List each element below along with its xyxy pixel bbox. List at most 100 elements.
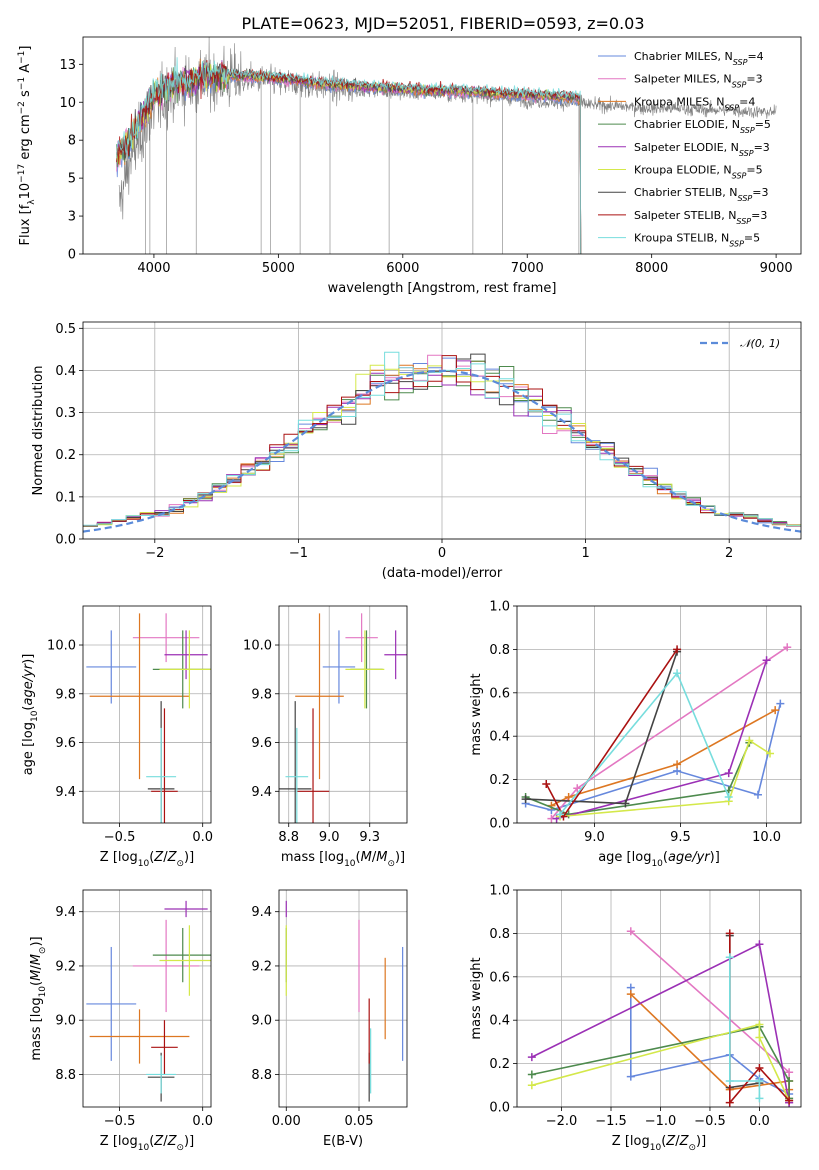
label-part: 10 bbox=[344, 859, 356, 869]
plot-area bbox=[521, 643, 792, 823]
weight-marker bbox=[724, 792, 733, 801]
label-part: 10 bbox=[30, 710, 40, 722]
weight-marker bbox=[626, 1072, 635, 1081]
y-tick-label: 0.2 bbox=[489, 773, 510, 788]
legend-entry: Chabrier ELODIE, NSSP=5 bbox=[634, 118, 771, 135]
axes-frame bbox=[516, 889, 802, 1108]
y-tick-label: 0.4 bbox=[489, 730, 510, 745]
label-part: Z [ bbox=[100, 1134, 118, 1149]
x-axis-label: mass [log10(M/M⊙)] bbox=[281, 850, 405, 869]
x-tick-label: 9.5 bbox=[670, 830, 691, 845]
y-tick-label: 3 bbox=[68, 210, 76, 225]
weight-marker bbox=[556, 810, 565, 819]
weight-marker bbox=[542, 779, 551, 788]
label-part: Z bbox=[167, 850, 178, 865]
label-part: SSP bbox=[740, 126, 755, 135]
weight-marker bbox=[755, 1063, 764, 1072]
panel-age_vs_Z: −0.5 0.09.49.69.810.0Z [log10(Z/Z⊙)]age [… bbox=[21, 605, 213, 869]
y-tick-label: 0.0 bbox=[489, 817, 510, 832]
plot-area bbox=[86, 613, 211, 823]
x-tick-label: 0 bbox=[438, 546, 446, 561]
x-tick-label: −1.0 bbox=[645, 1114, 677, 1129]
axes-frame bbox=[516, 605, 802, 824]
label-part: s bbox=[18, 90, 33, 101]
weight-line bbox=[729, 935, 760, 1089]
weight-marker bbox=[755, 1076, 764, 1085]
label-part: =4 bbox=[739, 95, 755, 108]
weight-marker bbox=[573, 784, 582, 793]
weight-marker bbox=[621, 799, 630, 808]
label-part: / bbox=[372, 850, 377, 865]
y-tick-label: 0.6 bbox=[489, 970, 510, 985]
weight-marker bbox=[725, 1098, 734, 1107]
y-tick-label: 0.6 bbox=[489, 686, 510, 701]
y-tick-label: 0.3 bbox=[55, 406, 76, 421]
axes-frame bbox=[82, 605, 212, 824]
label-part: age/yr bbox=[668, 850, 711, 865]
x-axis-label: (data-model)/error bbox=[382, 566, 503, 581]
legend-entry: Kroupa ELODIE, NSSP=5 bbox=[634, 164, 763, 181]
label-part: )] bbox=[395, 850, 405, 865]
x-axis-label: Z [log10(Z/Z⊙)] bbox=[100, 1134, 194, 1153]
label-part: =3 bbox=[751, 209, 767, 222]
label-part: )] bbox=[184, 1134, 194, 1149]
weight-marker bbox=[753, 790, 762, 799]
label-part: Flux [f bbox=[18, 204, 33, 245]
label-part: 10 bbox=[138, 1143, 150, 1153]
weight-marker bbox=[776, 699, 785, 708]
label-part: ⊙ bbox=[38, 947, 48, 955]
label-part: SSP bbox=[738, 194, 753, 203]
weight-marker bbox=[755, 1033, 764, 1042]
y-tick-label: 9.8 bbox=[55, 687, 76, 702]
weight-marker bbox=[785, 1076, 794, 1085]
weight-marker bbox=[527, 1070, 536, 1079]
y-tick-label: 9.6 bbox=[251, 736, 272, 751]
axes-frame bbox=[82, 321, 802, 540]
axes-frame bbox=[82, 36, 802, 255]
label-part: 10 bbox=[651, 859, 663, 869]
x-tick-label: −0.5 bbox=[104, 830, 136, 845]
y-tick-label: 0 bbox=[68, 248, 76, 263]
y-tick-label: 5 bbox=[68, 172, 76, 187]
y-tick-label: 9.0 bbox=[55, 1014, 76, 1029]
weight-marker bbox=[755, 1020, 764, 1029]
y-tick-label: 0.2 bbox=[55, 448, 76, 463]
label-part: ( bbox=[663, 850, 668, 865]
label-part: SSP bbox=[732, 80, 747, 89]
x-tick-label: 8000 bbox=[635, 261, 668, 276]
x-tick-label: −0.5 bbox=[104, 1114, 136, 1129]
figure-title: PLATE=0623, MJD=52051, FIBERID=0593, z=0… bbox=[241, 14, 644, 33]
label-part: Z bbox=[665, 1134, 676, 1149]
label-part: 10 bbox=[138, 859, 150, 869]
x-tick-label: 6000 bbox=[386, 261, 419, 276]
y-tick-label: 9.4 bbox=[55, 905, 76, 920]
x-tick-label: 7000 bbox=[511, 261, 544, 276]
label-part: )] bbox=[696, 1134, 706, 1149]
label-part: erg cm bbox=[18, 114, 33, 163]
label-part: age/yr bbox=[21, 662, 36, 705]
x-tick-label: 1 bbox=[581, 546, 589, 561]
x-tick-label: 2 bbox=[725, 546, 733, 561]
x-tick-label: −0.5 bbox=[694, 1114, 726, 1129]
y-tick-label: 8.8 bbox=[55, 1068, 76, 1083]
label-part: Z [ bbox=[100, 850, 118, 865]
weight-line bbox=[525, 651, 678, 805]
label-part: )] bbox=[29, 936, 44, 946]
y-tick-label: 8 bbox=[68, 134, 76, 149]
label-part: mass [log bbox=[29, 997, 44, 1060]
y-tick-label: 9.0 bbox=[251, 1014, 272, 1029]
weight-marker bbox=[785, 1068, 794, 1077]
x-tick-label: 0.0 bbox=[749, 1114, 770, 1129]
y-tick-label: 0.5 bbox=[55, 322, 76, 337]
y-tick-label: 1.0 bbox=[489, 600, 510, 615]
label-part: Z bbox=[153, 1134, 164, 1149]
label-part: Z bbox=[167, 1134, 178, 1149]
label-part: =3 bbox=[746, 73, 762, 86]
label-part: 10 bbox=[650, 1143, 662, 1153]
y-tick-label: 9.8 bbox=[251, 687, 272, 702]
x-tick-label: −2 bbox=[145, 546, 164, 561]
label-part: −1 bbox=[17, 51, 27, 64]
label-part: age [log bbox=[21, 722, 36, 775]
x-tick-label: 4000 bbox=[137, 261, 170, 276]
weight-marker bbox=[673, 760, 682, 769]
